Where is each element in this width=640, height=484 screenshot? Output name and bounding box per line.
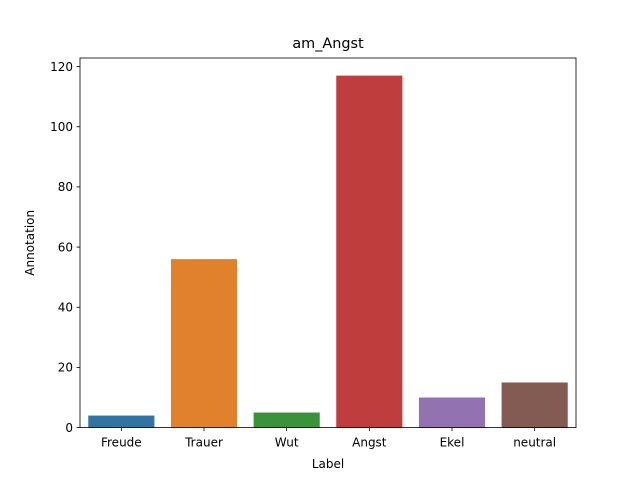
y-axis-ticks: 0 20 40 60 80 100 120 [50, 60, 80, 435]
x-axis-ticks: Freude Trauer Wut Angst Ekel neutral [101, 427, 556, 450]
x-tick-label: Trauer [184, 436, 223, 450]
x-axis-label: Label [312, 457, 344, 471]
bar-ekel [418, 397, 486, 428]
y-tick-label: 20 [58, 361, 73, 375]
x-tick-label: Freude [101, 436, 142, 450]
x-tick-label: Wut [275, 436, 299, 450]
bars-group [88, 75, 568, 428]
x-tick-label: Angst [352, 436, 387, 450]
y-axis-label: Annotation [23, 210, 37, 276]
plot-frame [79, 57, 577, 429]
x-tick-label: neutral [513, 436, 556, 450]
y-tick-label: 0 [65, 421, 73, 435]
bar-neutral [501, 382, 568, 428]
chart-title: am_Angst [292, 36, 364, 52]
y-tick-label: 60 [58, 240, 73, 254]
x-tick-label: Ekel [440, 436, 465, 450]
y-tick-label: 100 [50, 120, 73, 134]
bar-wut [253, 412, 320, 428]
bar-trauer [170, 259, 238, 428]
bar-angst [336, 75, 403, 428]
y-tick-label: 120 [50, 60, 73, 74]
bar-freude [88, 415, 155, 428]
y-tick-label: 80 [58, 180, 73, 194]
y-tick-label: 40 [58, 301, 73, 315]
